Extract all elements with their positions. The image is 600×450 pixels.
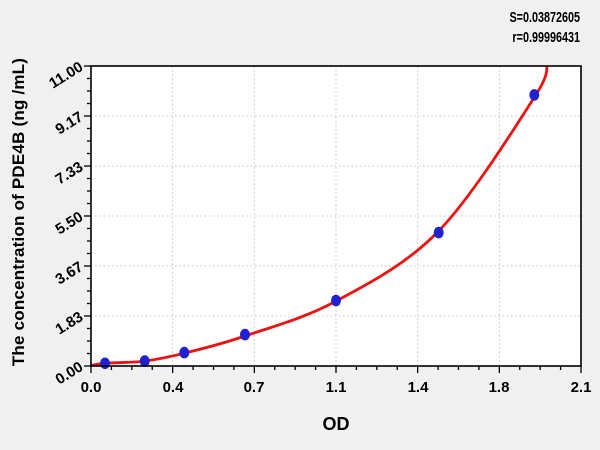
x-tick-label: 1.4 (407, 379, 429, 396)
x-tick-label: 0.4 (162, 379, 184, 396)
x-tick-label: 0.0 (80, 379, 102, 396)
x-tick-label: 1.1 (325, 379, 347, 396)
grid-lines (91, 66, 581, 366)
fitted-curve (91, 66, 549, 366)
x-tick-label: 1.8 (488, 379, 510, 396)
axis-ticks (84, 65, 582, 373)
fit-statistics: S=0.03872605 r=0.99996431 (482, 8, 580, 48)
x-tick-label: 0.7 (243, 379, 265, 396)
fit-s-value: S=0.03872605 (509, 9, 580, 26)
x-tick-label: 2.1 (570, 379, 592, 396)
x-axis-title: OD (322, 414, 350, 434)
fit-r-value: r=0.99996431 (512, 29, 580, 46)
